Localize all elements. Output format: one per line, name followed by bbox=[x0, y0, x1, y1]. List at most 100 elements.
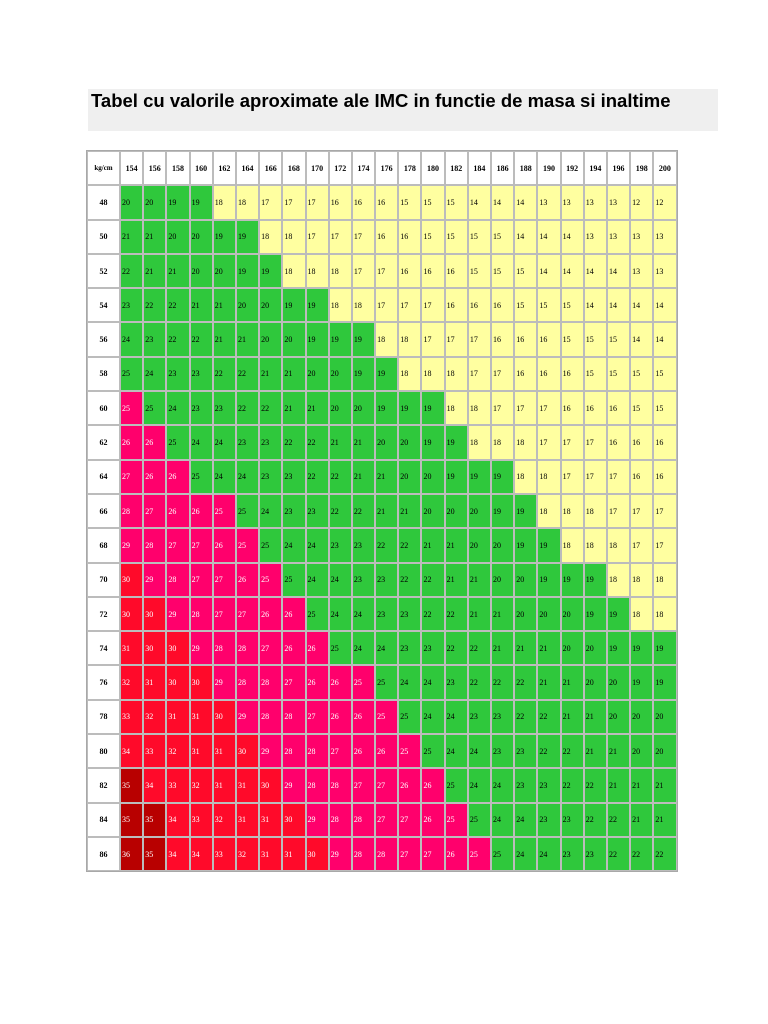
bmi-cell: 23 bbox=[375, 596, 399, 632]
bmi-cell: 22 bbox=[537, 699, 561, 735]
bmi-cell: 20 bbox=[491, 562, 515, 597]
bmi-cell: 23 bbox=[491, 734, 515, 769]
bmi-cell: 33 bbox=[143, 734, 167, 769]
bmi-cell: 22 bbox=[630, 836, 654, 872]
bmi-cell: 18 bbox=[328, 288, 352, 323]
bmi-cell: 31 bbox=[189, 734, 213, 769]
bmi-cell: 23 bbox=[537, 802, 561, 837]
bmi-cell: 21 bbox=[583, 699, 607, 735]
table-row: 68 29 28 27 27 26 25 25 24 24 23 23 22 22 21 21 20 20 19 19… bbox=[87, 528, 677, 563]
bmi-cell: 17 bbox=[606, 493, 631, 529]
bmi-cell: 25 bbox=[235, 493, 260, 529]
bmi-cell: 21 bbox=[212, 322, 236, 357]
mass-label: 78 bbox=[87, 699, 120, 735]
table-row: 78 33 32 31 31 30 29 28 28 27 26 26 25 25 24 24 23 23 22 22… bbox=[87, 699, 677, 735]
bmi-cell: 19 bbox=[166, 185, 190, 220]
bmi-cell: 20 bbox=[375, 425, 399, 460]
bmi-cell: 28 bbox=[305, 734, 329, 769]
bmi-cell: 23 bbox=[421, 631, 445, 666]
bmi-cell: 31 bbox=[282, 836, 306, 872]
bmi-cell: 19 bbox=[235, 253, 260, 289]
bmi-cell: 22 bbox=[560, 734, 584, 769]
bmi-cell: 24 bbox=[120, 322, 144, 357]
bmi-cell: 14 bbox=[537, 253, 561, 289]
bmi-cell: 29 bbox=[259, 734, 283, 769]
bmi-cell: 31 bbox=[259, 836, 283, 872]
bmi-cell: 17 bbox=[583, 425, 607, 460]
bmi-cell: 30 bbox=[259, 768, 283, 803]
bmi-cell: 17 bbox=[421, 288, 445, 323]
bmi-cell: 20 bbox=[514, 596, 538, 632]
table-row: 54 23 22 22 21 21 20 20 19 19 18 18 17 17 17 16 16 16 15 15… bbox=[87, 288, 677, 323]
bmi-cell: 24 bbox=[398, 665, 422, 700]
bmi-cell: 21 bbox=[235, 322, 260, 357]
bmi-cell: 26 bbox=[282, 631, 306, 666]
bmi-cell: 17 bbox=[305, 219, 329, 254]
bmi-cell: 16 bbox=[630, 425, 654, 460]
bmi-cell: 30 bbox=[212, 699, 236, 735]
bmi-cell: 23 bbox=[467, 699, 491, 735]
bmi-cell: 18 bbox=[305, 253, 329, 289]
bmi-cell: 20 bbox=[653, 734, 677, 769]
bmi-cell: 22 bbox=[375, 528, 399, 563]
bmi-cell: 34 bbox=[166, 802, 190, 837]
bmi-cell: 18 bbox=[560, 528, 584, 563]
bmi-cell: 16 bbox=[537, 356, 561, 392]
mass-label: 68 bbox=[87, 528, 120, 563]
bmi-cell: 17 bbox=[491, 356, 515, 392]
bmi-cell: 24 bbox=[351, 631, 376, 666]
bmi-cell: 28 bbox=[305, 768, 329, 803]
bmi-cell: 33 bbox=[120, 699, 144, 735]
bmi-cell: 21 bbox=[606, 768, 631, 803]
bmi-cell: 25 bbox=[467, 802, 491, 837]
bmi-cell: 15 bbox=[653, 391, 677, 426]
bmi-cell: 28 bbox=[212, 631, 236, 666]
bmi-cell: 18 bbox=[560, 493, 584, 529]
bmi-cell: 27 bbox=[166, 528, 190, 563]
bmi-cell: 25 bbox=[282, 562, 306, 597]
bmi-cell: 18 bbox=[328, 253, 352, 289]
bmi-cell: 19 bbox=[491, 493, 515, 529]
bmi-cell: 22 bbox=[120, 253, 144, 289]
bmi-cell: 31 bbox=[120, 631, 144, 666]
bmi-cell: 14 bbox=[653, 288, 677, 323]
bmi-cell: 18 bbox=[444, 391, 468, 426]
bmi-cell: 16 bbox=[328, 185, 352, 220]
bmi-cell: 27 bbox=[375, 768, 399, 803]
bmi-cell: 17 bbox=[514, 391, 538, 426]
bmi-cell: 20 bbox=[143, 185, 167, 220]
bmi-cell: 35 bbox=[143, 836, 167, 872]
bmi-cell: 30 bbox=[166, 631, 190, 666]
bmi-cell: 14 bbox=[560, 253, 584, 289]
table-row: 82 35 34 33 32 31 31 30 29 28 28 27 27 26 26 25 24 24 23 23… bbox=[87, 768, 677, 803]
bmi-cell: 23 bbox=[560, 836, 584, 872]
bmi-cell: 21 bbox=[328, 425, 352, 460]
bmi-cell: 24 bbox=[235, 459, 260, 494]
bmi-cell: 30 bbox=[143, 631, 167, 666]
height-header: 172 bbox=[328, 151, 352, 186]
bmi-cell: 22 bbox=[514, 699, 538, 735]
bmi-cell: 26 bbox=[166, 493, 190, 529]
bmi-cell: 20 bbox=[560, 596, 584, 632]
bmi-cell: 19 bbox=[653, 631, 677, 666]
bmi-cell: 16 bbox=[560, 356, 584, 392]
bmi-cell: 28 bbox=[375, 836, 399, 872]
bmi-cell: 24 bbox=[514, 802, 538, 837]
bmi-cell: 26 bbox=[375, 734, 399, 769]
bmi-cell: 35 bbox=[120, 802, 144, 837]
bmi-cell: 21 bbox=[120, 219, 144, 254]
bmi-cell: 19 bbox=[583, 562, 607, 597]
bmi-cell: 17 bbox=[259, 185, 283, 220]
bmi-cell: 17 bbox=[583, 459, 607, 494]
bmi-cell: 19 bbox=[398, 391, 422, 426]
bmi-cell: 19 bbox=[328, 322, 352, 357]
bmi-cell: 19 bbox=[537, 528, 561, 563]
mass-label: 58 bbox=[87, 356, 120, 392]
bmi-cell: 26 bbox=[351, 734, 376, 769]
bmi-cell: 24 bbox=[305, 528, 329, 563]
bmi-cell: 19 bbox=[189, 185, 213, 220]
bmi-cell: 34 bbox=[143, 768, 167, 803]
bmi-cell: 22 bbox=[467, 631, 491, 666]
bmi-cell: 27 bbox=[143, 493, 167, 529]
bmi-cell: 20 bbox=[606, 699, 631, 735]
